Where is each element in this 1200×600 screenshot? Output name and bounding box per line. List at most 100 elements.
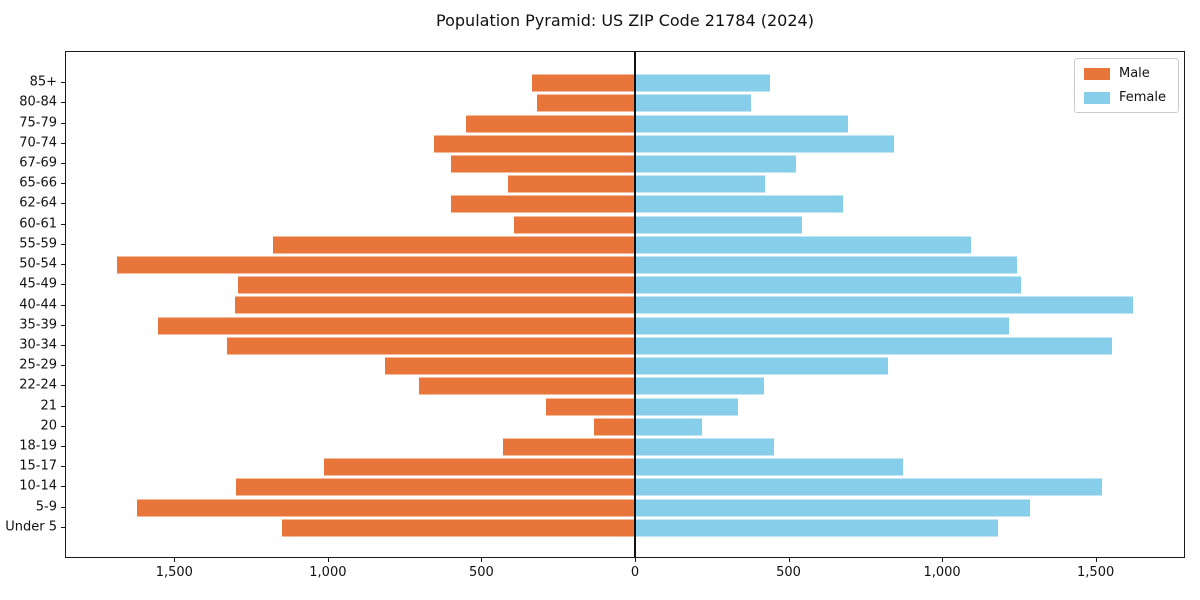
- female-bar: [634, 236, 971, 254]
- female-bar: [634, 115, 848, 133]
- y-tick-mark: [61, 264, 65, 266]
- y-tick-label: 60-61: [19, 216, 57, 232]
- y-tick-label: 70-74: [19, 135, 57, 151]
- age-row: [66, 498, 1184, 518]
- age-row: [66, 235, 1184, 255]
- y-tick-label: 20: [40, 418, 57, 434]
- female-bar: [634, 94, 752, 112]
- y-tick-label: 67-69: [19, 155, 57, 171]
- female-bar: [634, 438, 775, 456]
- female-bar: [634, 155, 796, 173]
- female-bar: [634, 256, 1017, 274]
- y-tick-mark: [61, 162, 65, 164]
- male-bar: [227, 337, 635, 355]
- x-tick-mark: [327, 558, 329, 562]
- x-tick-label: 500: [469, 565, 494, 580]
- y-tick-label: 25-29: [19, 357, 57, 373]
- male-bar: [237, 276, 635, 294]
- y-tick-label: 75-79: [19, 115, 57, 131]
- female-bar: [634, 296, 1134, 314]
- age-row: [66, 417, 1184, 437]
- female-bar: [634, 398, 738, 416]
- age-row: [66, 93, 1184, 113]
- male-bar: [451, 195, 635, 213]
- y-tick-mark: [61, 223, 65, 225]
- age-row: [66, 316, 1184, 336]
- female-bar: [634, 74, 770, 92]
- age-row: [66, 336, 1184, 356]
- age-row: [66, 174, 1184, 194]
- male-bar: [532, 74, 635, 92]
- y-tick-label: 50-54: [19, 256, 57, 272]
- female-bar: [634, 458, 904, 476]
- x-tick-label: 1,500: [1077, 565, 1115, 580]
- x-tick-mark: [942, 558, 944, 562]
- x-tick-label: 1,000: [923, 565, 961, 580]
- y-tick-mark: [61, 344, 65, 346]
- male-bar: [546, 398, 635, 416]
- y-tick-mark: [61, 365, 65, 367]
- y-tick-mark: [61, 425, 65, 427]
- x-tick-label: 500: [776, 565, 801, 580]
- y-tick-mark: [61, 486, 65, 488]
- age-row: [66, 134, 1184, 154]
- chart-title: Population Pyramid: US ZIP Code 21784 (2…: [436, 11, 814, 30]
- age-row: [66, 154, 1184, 174]
- female-bar: [634, 195, 844, 213]
- age-row: [66, 194, 1184, 214]
- y-tick-mark: [61, 324, 65, 326]
- y-tick-mark: [61, 82, 65, 84]
- y-tick-mark: [61, 506, 65, 508]
- y-tick-mark: [61, 385, 65, 387]
- y-tick-mark: [61, 466, 65, 468]
- y-tick-label: 5-9: [35, 499, 57, 515]
- male-bar: [513, 216, 635, 234]
- y-tick-mark: [61, 446, 65, 448]
- y-tick-label: 21: [40, 398, 57, 414]
- female-bar: [634, 135, 894, 153]
- legend-label-male: Male: [1118, 66, 1150, 81]
- y-tick-label: 85+: [29, 74, 57, 90]
- male-bar: [503, 438, 635, 456]
- y-tick-mark: [61, 526, 65, 528]
- age-row: [66, 356, 1184, 376]
- plot-area: Male Female: [65, 51, 1185, 558]
- y-tick-label: 35-39: [19, 317, 57, 333]
- x-tick-mark: [634, 558, 636, 562]
- y-tick-label: 62-64: [19, 195, 57, 211]
- legend: Male Female: [1073, 58, 1179, 113]
- bars-container: [66, 73, 1184, 538]
- female-bar: [634, 175, 766, 193]
- x-tick-label: 1,000: [309, 565, 347, 580]
- male-bar: [116, 256, 635, 274]
- age-row: [66, 477, 1184, 497]
- x-tick-label: 0: [630, 565, 640, 580]
- male-bar: [434, 135, 635, 153]
- male-bar: [536, 94, 635, 112]
- female-bar: [634, 317, 1009, 335]
- female-bar: [634, 276, 1022, 294]
- male-bar: [273, 236, 635, 254]
- female-bar: [634, 478, 1103, 496]
- y-tick-label: 18-19: [19, 438, 57, 454]
- age-row: [66, 73, 1184, 93]
- male-bar: [507, 175, 635, 193]
- female-bar: [634, 377, 764, 395]
- male-bar: [234, 296, 635, 314]
- y-tick-mark: [61, 203, 65, 205]
- male-bar: [323, 458, 635, 476]
- y-tick-mark: [61, 122, 65, 124]
- age-row: [66, 295, 1184, 315]
- y-tick-mark: [61, 142, 65, 144]
- age-row: [66, 518, 1184, 538]
- male-bar: [593, 418, 635, 436]
- y-tick-label: 55-59: [19, 236, 57, 252]
- male-bar: [158, 317, 635, 335]
- male-bar: [136, 499, 635, 517]
- y-tick-label: 40-44: [19, 297, 57, 312]
- male-bar: [418, 377, 635, 395]
- male-bar: [282, 519, 635, 537]
- zero-axis-line: [634, 52, 636, 557]
- y-tick-label: 80-84: [19, 94, 57, 110]
